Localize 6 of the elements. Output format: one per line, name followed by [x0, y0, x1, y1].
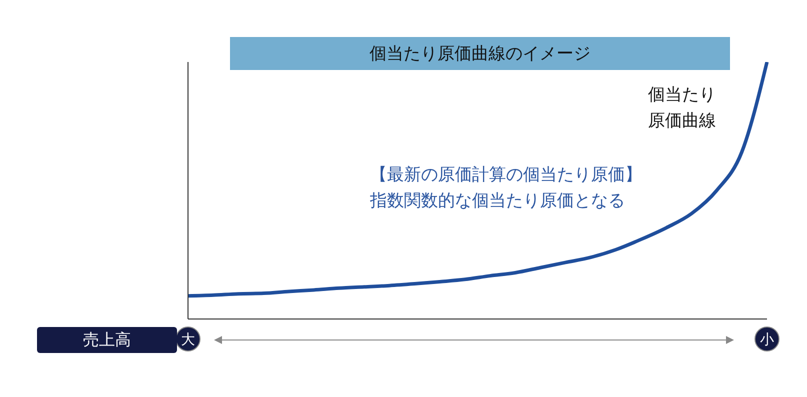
annotation: 【最新の原価計算の個当たり原価】 — [370, 164, 643, 187]
series-label: 個当たり原価曲線 — [648, 84, 717, 133]
x-tick-label: 大 — [181, 332, 195, 348]
annotation: 指数関数的な個当たり原価となる — [370, 190, 626, 213]
x-tick-label: 小 — [760, 332, 774, 348]
x-axis-title: 売上高 — [37, 327, 177, 353]
